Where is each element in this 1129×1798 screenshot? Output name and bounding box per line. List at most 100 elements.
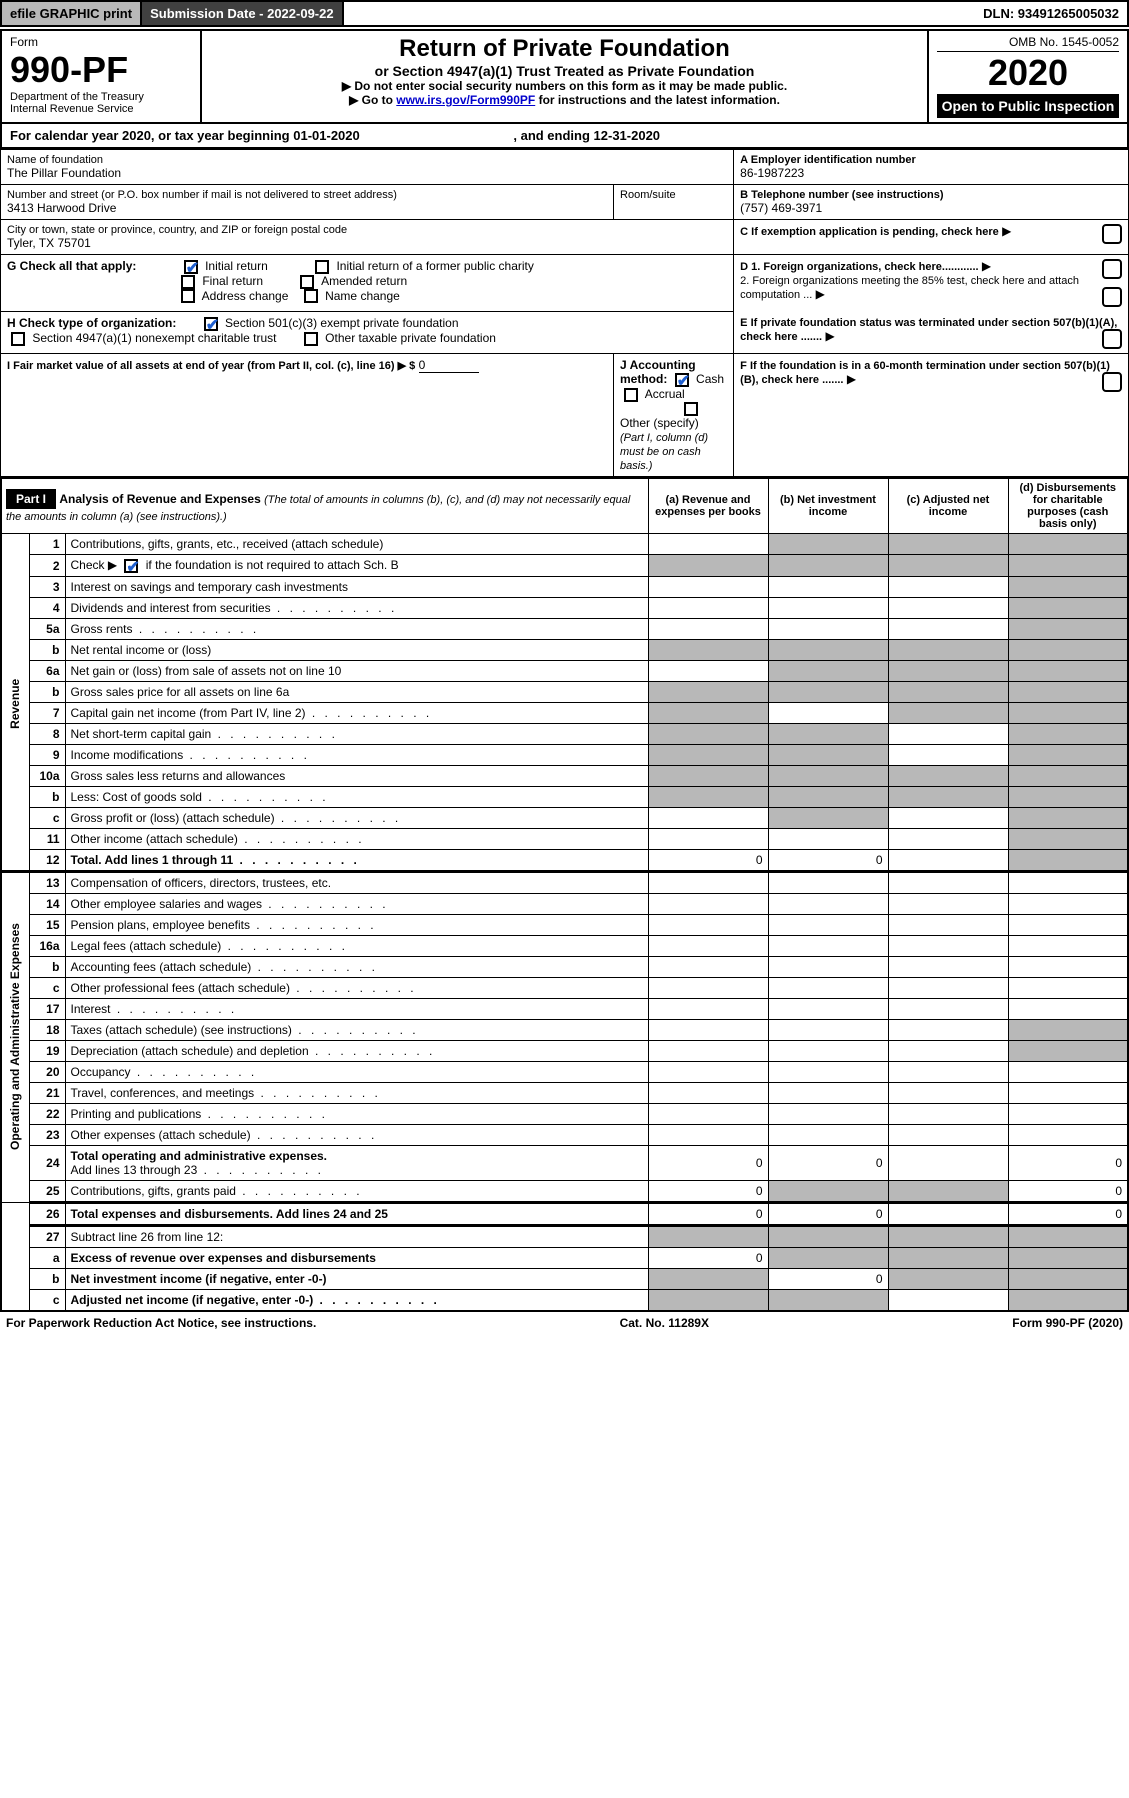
- l27a-a: 0: [648, 1248, 768, 1269]
- irs-link[interactable]: www.irs.gov/Form990PF: [396, 93, 535, 107]
- dept-treasury: Department of the Treasury: [10, 91, 192, 103]
- h-4947-checkbox[interactable]: [11, 332, 25, 346]
- l26-d: 0: [1008, 1203, 1128, 1226]
- j-note: (Part I, column (d) must be on cash basi…: [620, 432, 708, 472]
- line-9: Income modifications: [65, 745, 648, 766]
- open-to-public: Open to Public Inspection: [937, 94, 1119, 118]
- tax-year: 2020: [937, 52, 1119, 94]
- e-label: E If private foundation status was termi…: [740, 317, 1117, 343]
- instr-goto: ▶ Go to www.irs.gov/Form990PF for instru…: [210, 93, 919, 107]
- submission-date: Submission Date - 2022-09-22: [142, 2, 344, 25]
- l12-a: 0: [648, 850, 768, 872]
- line-27a: Excess of revenue over expenses and disb…: [65, 1248, 648, 1269]
- name-change-label: Name change: [325, 289, 400, 303]
- footer-mid: Cat. No. 11289X: [620, 1316, 709, 1330]
- form-header: Form 990-PF Department of the Treasury I…: [0, 29, 1129, 124]
- i-value: 0: [419, 358, 479, 373]
- l25-d: 0: [1008, 1181, 1128, 1203]
- l24-b: 0: [768, 1146, 888, 1181]
- line-2: Check ▶ if the foundation is not require…: [65, 555, 648, 577]
- line-10c: Gross profit or (loss) (attach schedule): [65, 808, 648, 829]
- line-1: Contributions, gifts, grants, etc., rece…: [65, 534, 648, 555]
- d1-label: D 1. Foreign organizations, check here..…: [740, 261, 978, 273]
- initial-former-label: Initial return of a former public charit…: [336, 259, 533, 273]
- room-label: Room/suite: [620, 189, 727, 201]
- dln: DLN: 93491265005032: [975, 2, 1127, 25]
- ein-value: 86-1987223: [740, 166, 1122, 180]
- line-27c: Adjusted net income (if negative, enter …: [65, 1290, 648, 1312]
- name-label: Name of foundation: [7, 154, 727, 166]
- line-26: Total expenses and disbursements. Add li…: [65, 1203, 648, 1226]
- expenses-section-label: Operating and Administrative Expenses: [1, 872, 29, 1203]
- col-c-header: (c) Adjusted net income: [888, 478, 1008, 534]
- revenue-section-label: Revenue: [1, 534, 29, 872]
- page-footer: For Paperwork Reduction Act Notice, see …: [0, 1312, 1129, 1334]
- phone-label: B Telephone number (see instructions): [740, 189, 1122, 201]
- address-change-checkbox[interactable]: [181, 289, 195, 303]
- col-a-header: (a) Revenue and expenses per books: [648, 478, 768, 534]
- entity-info: Name of foundation The Pillar Foundation…: [0, 149, 1129, 477]
- section-c-label: C If exemption application is pending, c…: [740, 226, 999, 238]
- line-3: Interest on savings and temporary cash i…: [65, 577, 648, 598]
- line-16a: Legal fees (attach schedule): [65, 936, 648, 957]
- footer-right: Form 990-PF (2020): [1012, 1316, 1123, 1330]
- initial-former-checkbox[interactable]: [315, 260, 329, 274]
- j-cash-checkbox[interactable]: [675, 373, 689, 387]
- h-501c3-checkbox[interactable]: [204, 317, 218, 331]
- d2-checkbox[interactable]: [1102, 287, 1122, 307]
- addr-label: Number and street (or P.O. box number if…: [7, 189, 607, 201]
- line-2-checkbox[interactable]: [124, 559, 138, 573]
- ein-label: A Employer identification number: [740, 154, 1122, 166]
- l27b-b: 0: [768, 1269, 888, 1290]
- line-10b: Less: Cost of goods sold: [65, 787, 648, 808]
- name-change-checkbox[interactable]: [304, 289, 318, 303]
- final-return-label: Final return: [202, 274, 263, 288]
- form-subtitle: or Section 4947(a)(1) Trust Treated as P…: [210, 63, 919, 79]
- line-19: Depreciation (attach schedule) and deple…: [65, 1041, 648, 1062]
- city-value: Tyler, TX 75701: [7, 236, 727, 250]
- irs: Internal Revenue Service: [10, 103, 192, 115]
- line-27: Subtract line 26 from line 12:: [65, 1226, 648, 1248]
- l25-a: 0: [648, 1181, 768, 1203]
- line-10a: Gross sales less returns and allowances: [65, 766, 648, 787]
- line-12: Total. Add lines 1 through 11: [65, 850, 648, 872]
- line-11: Other income (attach schedule): [65, 829, 648, 850]
- final-return-checkbox[interactable]: [181, 275, 195, 289]
- col-d-header: (d) Disbursements for charitable purpose…: [1008, 478, 1128, 534]
- year-begin: 01-01-2020: [293, 128, 360, 143]
- initial-return-checkbox[interactable]: [184, 260, 198, 274]
- line-13: Compensation of officers, directors, tru…: [65, 872, 648, 894]
- f-label: F If the foundation is in a 60-month ter…: [740, 360, 1110, 386]
- line-27b: Net investment income (if negative, ente…: [65, 1269, 648, 1290]
- e-checkbox[interactable]: [1102, 329, 1122, 349]
- line-4: Dividends and interest from securities: [65, 598, 648, 619]
- phone-value: (757) 469-3971: [740, 201, 1122, 215]
- line-23: Other expenses (attach schedule): [65, 1125, 648, 1146]
- l24-d: 0: [1008, 1146, 1128, 1181]
- j-accrual-checkbox[interactable]: [624, 388, 638, 402]
- year-end: 12-31-2020: [594, 128, 661, 143]
- l24-a: 0: [648, 1146, 768, 1181]
- amended-checkbox[interactable]: [300, 275, 314, 289]
- section-c-checkbox[interactable]: [1102, 224, 1122, 244]
- h-501c3-label: Section 501(c)(3) exempt private foundat…: [225, 316, 458, 330]
- l12-b: 0: [768, 850, 888, 872]
- footer-left: For Paperwork Reduction Act Notice, see …: [6, 1316, 316, 1330]
- amended-label: Amended return: [321, 274, 407, 288]
- line-16c: Other professional fees (attach schedule…: [65, 978, 648, 999]
- efile-print[interactable]: efile GRAPHIC print: [2, 2, 142, 25]
- h-other-checkbox[interactable]: [304, 332, 318, 346]
- line-20: Occupancy: [65, 1062, 648, 1083]
- d1-checkbox[interactable]: [1102, 259, 1122, 279]
- instr-ssn: ▶ Do not enter social security numbers o…: [210, 79, 919, 93]
- line-5a: Gross rents: [65, 619, 648, 640]
- f-checkbox[interactable]: [1102, 372, 1122, 392]
- line-15: Pension plans, employee benefits: [65, 915, 648, 936]
- line-8: Net short-term capital gain: [65, 724, 648, 745]
- form-label: Form: [10, 35, 192, 49]
- j-other-label: Other (specify): [620, 416, 699, 430]
- form-number: 990-PF: [10, 49, 192, 91]
- j-other-checkbox[interactable]: [684, 402, 698, 416]
- h-label: H Check type of organization:: [7, 316, 176, 330]
- line-6b: Gross sales price for all assets on line…: [65, 682, 648, 703]
